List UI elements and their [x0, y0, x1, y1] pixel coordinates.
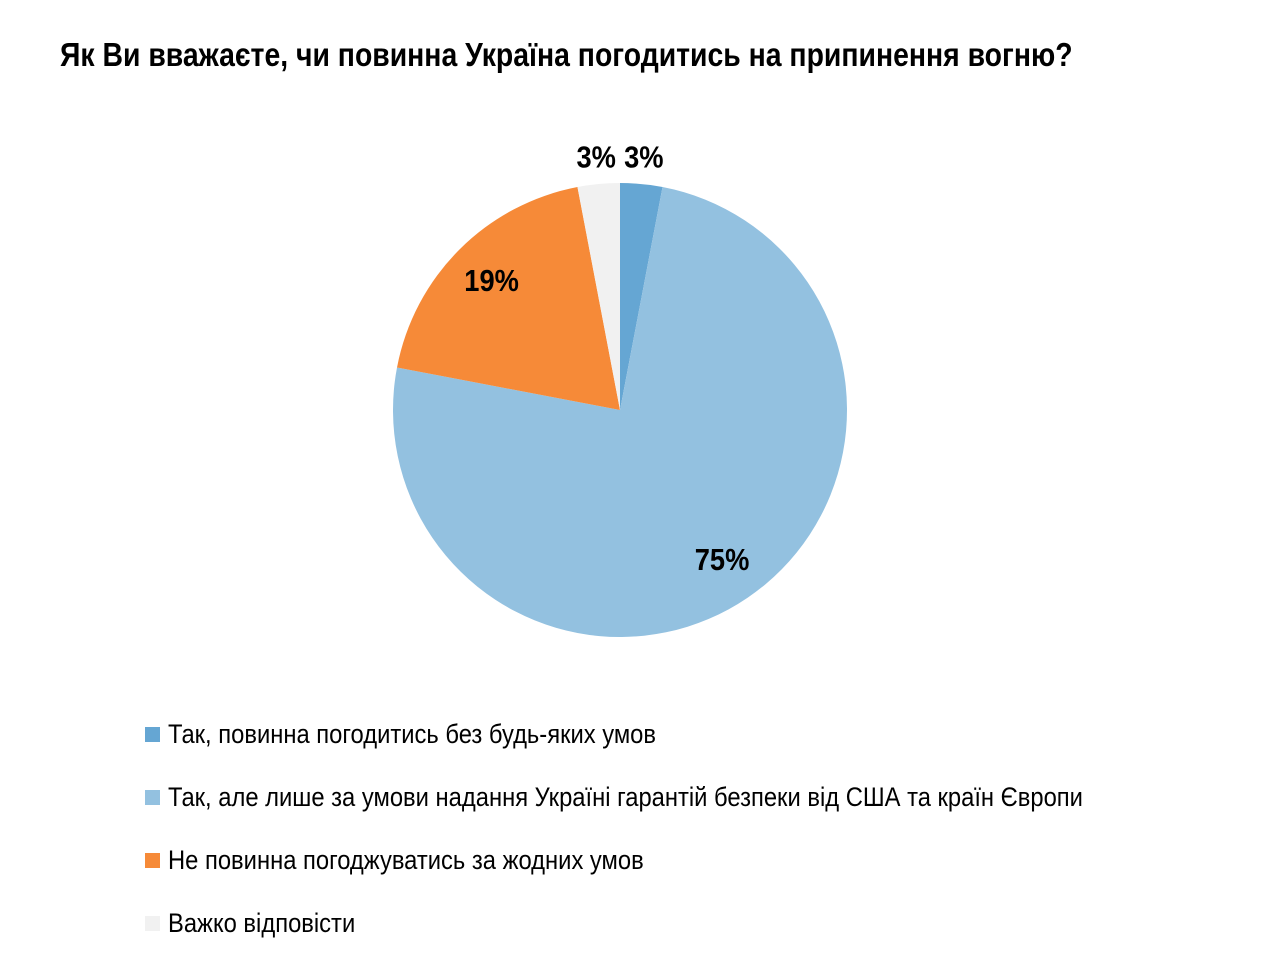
legend-label: Так, але лише за умови надання Україні г… [168, 782, 1083, 812]
legend-item-2: Не повинна погоджуватись за жодних умов [145, 829, 1208, 892]
legend-label: Важко відповісти [168, 908, 356, 938]
legend-item-0: Так, повинна погодитись без будь-яких ум… [145, 703, 1208, 766]
data-label-0: 3% [624, 141, 663, 175]
legend-swatch [145, 727, 160, 742]
data-label-2: 19% [464, 265, 519, 299]
pie-slice-3 [577, 183, 620, 410]
data-label-3: 3% [576, 141, 615, 175]
legend-swatch [145, 853, 160, 868]
chart-title: Як Ви вважаєте, чи повинна Україна погод… [60, 36, 1073, 73]
legend-label: Так, повинна погодитись без будь-яких ум… [168, 719, 657, 749]
legend-swatch [145, 790, 160, 805]
legend-item-1: Так, але лише за умови надання Україні г… [145, 766, 1208, 829]
data-label-1: 75% [695, 543, 750, 577]
legend: Так, повинна погодитись без будь-яких ум… [145, 703, 1208, 955]
legend-item-3: Важко відповісти [145, 892, 1208, 955]
pie-slice-0 [620, 183, 663, 410]
pie-chart: 3% 75% 19% 3% [393, 141, 848, 637]
legend-label: Не повинна погоджуватись за жодних умов [168, 845, 644, 875]
pie-slice-1 [393, 187, 848, 637]
pie-slice-2 [397, 187, 620, 410]
legend-swatch [145, 916, 160, 931]
